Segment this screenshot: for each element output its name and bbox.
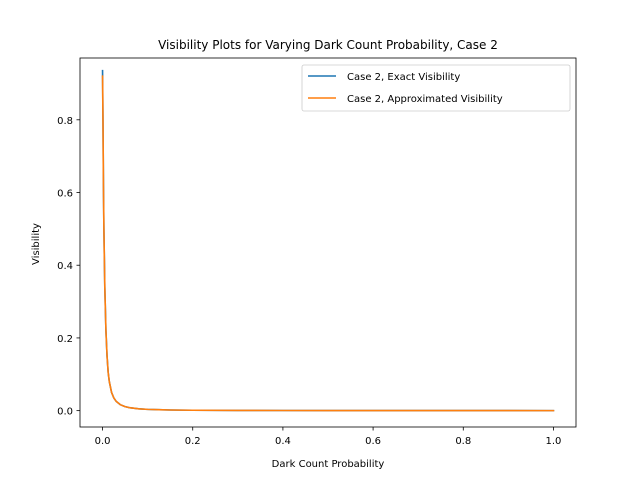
plot-area: 0.0 0.2 0.4 0.6 0.8 1.0 0.0 0.2 0.4 0.6 0.8 <box>57 57 577 447</box>
x-tick-label: 0.2 <box>185 436 201 447</box>
chart-title: Visibility Plots for Varying Dark Count … <box>158 38 498 52</box>
y-axis-label: Visibility <box>31 223 42 265</box>
y-tick-label: 0.0 <box>57 407 73 418</box>
x-axis-label: Dark Count Probability <box>272 459 385 470</box>
x-tick-label: 1.0 <box>546 436 562 447</box>
y-tick-label: 0.6 <box>57 189 73 200</box>
axes-frame <box>79 57 577 428</box>
x-tick-label: 0.6 <box>365 436 381 447</box>
x-tick-label: 0.0 <box>95 436 111 447</box>
y-tick-label: 0.8 <box>57 116 73 127</box>
legend-label-1: Case 2, Exact Visibility <box>347 72 460 83</box>
legend-box <box>301 64 571 112</box>
x-tick-label: 0.8 <box>455 436 471 447</box>
series-line-2 <box>101 75 555 412</box>
legend-label-2: Case 2, Approximated Visibility <box>347 94 503 105</box>
x-tick-label: 0.4 <box>275 436 291 447</box>
y-tick-label: 0.4 <box>57 261 73 272</box>
legend: Case 2, Exact Visibility Case 2, Approxim… <box>301 64 571 112</box>
y-tick-label: 0.2 <box>57 334 73 345</box>
